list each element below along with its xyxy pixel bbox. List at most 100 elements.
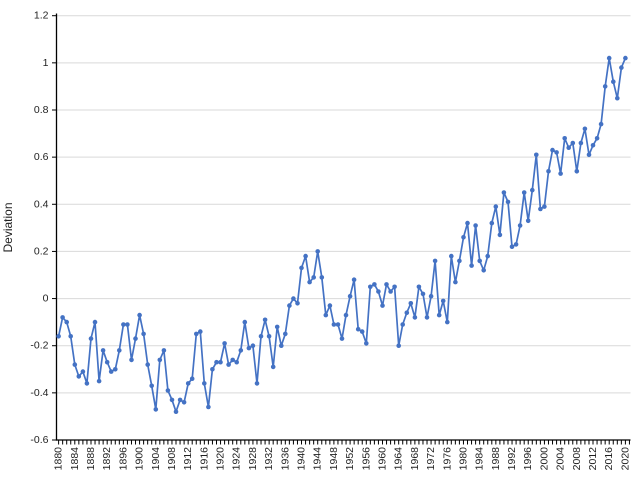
data-point bbox=[392, 284, 397, 290]
data-point bbox=[376, 289, 381, 294]
x-tick-label: 1936 bbox=[279, 447, 291, 471]
data-point bbox=[525, 218, 531, 224]
data-point bbox=[96, 378, 102, 384]
data-point bbox=[149, 383, 154, 389]
data-point bbox=[234, 359, 239, 365]
data-point bbox=[287, 303, 292, 308]
data-point bbox=[218, 359, 223, 365]
data-point bbox=[177, 397, 183, 403]
data-point bbox=[538, 206, 543, 212]
x-tick-label: 1896 bbox=[117, 447, 129, 471]
x-tick-label: 1996 bbox=[522, 447, 534, 471]
data-point bbox=[509, 244, 515, 249]
data-point bbox=[210, 367, 215, 372]
data-point bbox=[117, 348, 122, 353]
data-point bbox=[343, 312, 349, 318]
data-point bbox=[92, 319, 98, 325]
data-point bbox=[165, 388, 171, 393]
y-tick-label: 0.6 bbox=[34, 151, 49, 163]
gridlines bbox=[56, 15, 631, 394]
data-point bbox=[461, 235, 466, 240]
data-point bbox=[242, 319, 248, 325]
data-point bbox=[364, 341, 369, 346]
data-point bbox=[485, 253, 491, 259]
data-point bbox=[206, 404, 211, 410]
data-point bbox=[449, 253, 454, 259]
x-tick-label: 1892 bbox=[101, 447, 113, 471]
data-point bbox=[546, 169, 551, 174]
data-point bbox=[56, 334, 61, 339]
data-point bbox=[279, 343, 284, 349]
x-tick-label: 1980 bbox=[458, 447, 470, 471]
data-point bbox=[323, 312, 329, 318]
data-point bbox=[586, 152, 592, 158]
data-point bbox=[315, 249, 321, 254]
data-point bbox=[72, 362, 78, 367]
y-tick-label: 1 bbox=[43, 57, 49, 69]
data-point bbox=[145, 362, 150, 367]
data-point bbox=[76, 374, 82, 379]
data-point bbox=[578, 140, 584, 146]
x-tick-label: 1952 bbox=[344, 447, 356, 471]
data-point bbox=[262, 317, 268, 323]
data-point bbox=[574, 169, 580, 174]
data-series bbox=[56, 55, 628, 415]
x-tick-label: 1916 bbox=[198, 447, 210, 471]
data-point bbox=[436, 312, 442, 318]
axes bbox=[52, 13, 631, 445]
y-tick-label: 0 bbox=[43, 293, 49, 305]
x-tick-label: 1928 bbox=[247, 447, 259, 471]
data-point bbox=[501, 190, 507, 195]
data-point bbox=[384, 282, 389, 287]
data-point bbox=[327, 303, 333, 308]
x-tick-label: 1948 bbox=[328, 447, 340, 471]
data-point bbox=[465, 220, 470, 226]
x-tick-label: 1900 bbox=[134, 447, 146, 471]
data-point bbox=[198, 329, 203, 334]
data-point bbox=[319, 275, 325, 280]
data-point bbox=[590, 143, 596, 148]
data-point bbox=[291, 296, 296, 301]
data-point bbox=[222, 341, 227, 346]
data-point bbox=[238, 348, 244, 353]
data-point bbox=[60, 315, 65, 320]
data-point bbox=[80, 369, 86, 374]
data-point bbox=[108, 369, 114, 374]
data-point bbox=[408, 301, 414, 306]
data-point bbox=[404, 310, 410, 316]
x-tick-label: 1964 bbox=[393, 447, 405, 471]
data-point bbox=[582, 126, 588, 132]
data-point bbox=[226, 362, 231, 367]
y-tick-label: 0.8 bbox=[34, 104, 49, 116]
x-tick-label: 1988 bbox=[490, 447, 502, 471]
data-point bbox=[283, 331, 288, 337]
data-point bbox=[68, 334, 73, 339]
y-tick-label: 0.2 bbox=[34, 245, 49, 257]
x-tick-label: 1924 bbox=[231, 447, 243, 471]
data-point bbox=[189, 376, 195, 382]
data-point bbox=[420, 291, 426, 297]
data-point bbox=[254, 381, 260, 386]
data-point bbox=[530, 187, 535, 193]
data-point bbox=[562, 136, 567, 141]
y-tick-label: 0.4 bbox=[34, 198, 49, 210]
data-point bbox=[623, 55, 628, 61]
data-point bbox=[125, 322, 130, 327]
data-point bbox=[440, 298, 446, 304]
y-tick-labels: -0.6 -0.4 -0.2 0 0.2 0.4 0.6 0.8 1 1.2 bbox=[30, 10, 48, 446]
data-point bbox=[534, 152, 539, 158]
data-point bbox=[615, 95, 620, 101]
data-point bbox=[416, 284, 422, 290]
data-point bbox=[270, 364, 276, 370]
x-tick-label: 1880 bbox=[53, 447, 65, 471]
x-tick-label: 1888 bbox=[85, 447, 97, 471]
data-point bbox=[153, 407, 159, 412]
data-point bbox=[497, 232, 503, 238]
data-point bbox=[100, 348, 106, 353]
data-point bbox=[445, 319, 450, 325]
data-point bbox=[214, 359, 219, 365]
x-tick-label: 1940 bbox=[296, 447, 308, 471]
data-point bbox=[161, 348, 167, 353]
y-axis-title: Deviation bbox=[1, 202, 15, 252]
